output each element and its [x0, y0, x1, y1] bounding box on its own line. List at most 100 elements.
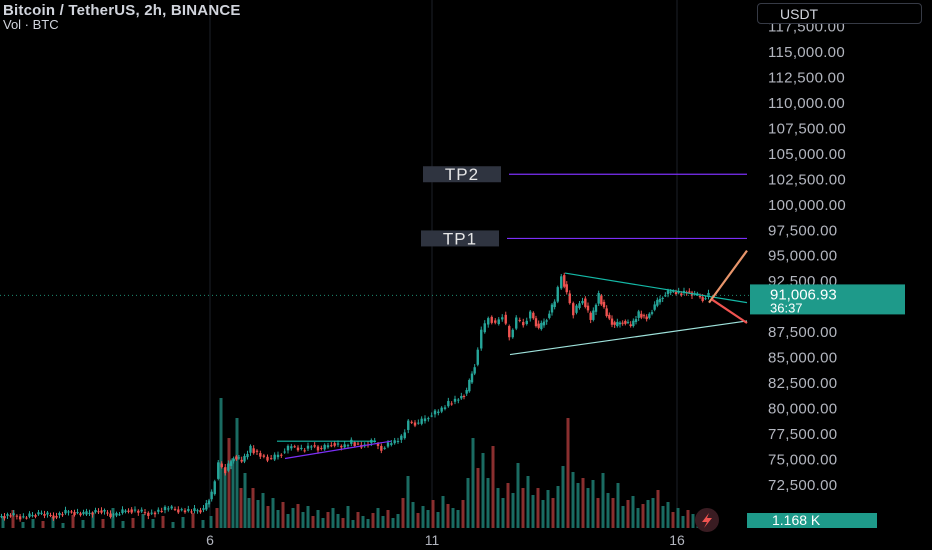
candle-body — [420, 418, 423, 424]
candle-body — [696, 293, 699, 295]
candle-body — [140, 509, 143, 512]
lightning-glyph-icon — [702, 513, 712, 528]
time-axis[interactable]: 6 11 16 — [206, 532, 685, 548]
volume-bar — [331, 508, 335, 528]
candle-body — [37, 512, 40, 515]
candle-body — [534, 318, 538, 327]
candle-body — [433, 410, 437, 415]
candle-body — [157, 509, 160, 512]
candle-body — [290, 446, 293, 449]
candle-body — [600, 295, 603, 305]
candle-body — [12, 513, 15, 516]
price-axis-label: 100,000.00 — [768, 197, 846, 214]
volume-bar — [511, 493, 515, 528]
candle-body — [121, 509, 124, 514]
volume-bar — [541, 500, 545, 528]
candle-body — [656, 299, 659, 306]
candle-body — [153, 512, 157, 515]
candle-body — [470, 373, 474, 383]
candle-body — [196, 510, 199, 512]
candle-body — [545, 320, 548, 322]
price-axis-label: 102,500.00 — [768, 171, 846, 188]
candle-body — [286, 445, 290, 451]
candle-body — [79, 513, 82, 516]
candle-body — [608, 314, 611, 319]
candle-body — [18, 516, 22, 520]
candle-body — [243, 455, 246, 462]
volume-bar — [111, 508, 115, 528]
price-axis-label: 82,500.00 — [768, 375, 837, 392]
volume-bar — [316, 510, 320, 528]
candle-body — [584, 298, 587, 307]
candle-body — [563, 275, 566, 287]
candle-body — [133, 509, 137, 511]
candle-body — [508, 326, 511, 338]
volume-bar — [611, 498, 615, 528]
candle-body — [553, 301, 556, 308]
candle-body — [28, 513, 31, 517]
candle-body — [88, 512, 91, 514]
last-price-countdown: 36:37 — [770, 300, 803, 315]
volume-bar — [501, 498, 505, 528]
candle-body — [430, 415, 433, 417]
volume-bar — [601, 473, 605, 528]
candle-body — [610, 318, 614, 325]
volume-bar — [356, 512, 360, 528]
candle-body — [91, 512, 94, 515]
volume-bar — [256, 500, 260, 528]
breakout-down-arrow — [711, 298, 748, 324]
candle-body — [597, 293, 600, 304]
volume-bar — [676, 508, 680, 528]
candle-body — [468, 379, 471, 392]
last-price-value: 91,006.93 — [770, 286, 837, 303]
candle-body — [621, 322, 624, 324]
candle-body — [296, 447, 300, 451]
candle-body — [34, 515, 37, 517]
volume-bar — [556, 486, 560, 528]
candle-body — [393, 440, 396, 444]
candle-body — [648, 313, 651, 318]
volume-bar — [296, 504, 300, 528]
volume-bar — [431, 500, 435, 528]
candle-body — [443, 407, 447, 409]
candle-body — [542, 321, 546, 326]
candle-body — [423, 418, 427, 422]
candle-body — [210, 491, 213, 500]
volume-bar — [636, 508, 640, 528]
candle-body — [578, 303, 581, 309]
candle-body — [147, 512, 150, 516]
candle-body — [568, 293, 571, 304]
price-axis[interactable]: 72,500.00 75,000.00 77,500.00 80,000.00 82,5… — [768, 19, 846, 494]
symbol-title[interactable]: Bitcoin / TetherUS, 2h, BINANCE — [3, 2, 241, 19]
tp-label-box — [423, 166, 501, 183]
volume-bar — [131, 518, 135, 528]
volume-bar — [336, 514, 340, 528]
currency-button[interactable]: USDT — [757, 3, 922, 24]
volume-bar — [451, 508, 455, 528]
volume-bar — [366, 519, 370, 528]
candle-body — [560, 276, 563, 289]
candle-body — [333, 443, 336, 446]
volume-bar — [456, 510, 460, 528]
price-axis-label: 87,500.00 — [768, 324, 837, 341]
volume-bar — [671, 512, 675, 528]
volume-bar — [656, 490, 660, 528]
candle-body — [515, 317, 518, 329]
candle-body — [518, 319, 521, 321]
breakout-up-arrow — [708, 250, 748, 304]
price-axis-label: 75,000.00 — [768, 451, 837, 468]
candle-body — [537, 323, 540, 328]
volume-bar — [291, 508, 295, 528]
candle-body — [205, 503, 208, 510]
volume-bar — [641, 504, 645, 528]
candle-body — [447, 401, 450, 407]
volume-bar — [666, 502, 670, 528]
candle-body — [64, 509, 67, 514]
price-axis-label: 115,000.00 — [768, 44, 845, 61]
candle-body — [616, 321, 619, 327]
candle-body — [356, 443, 360, 445]
volume-bar — [571, 472, 575, 528]
candle-body — [22, 516, 25, 518]
